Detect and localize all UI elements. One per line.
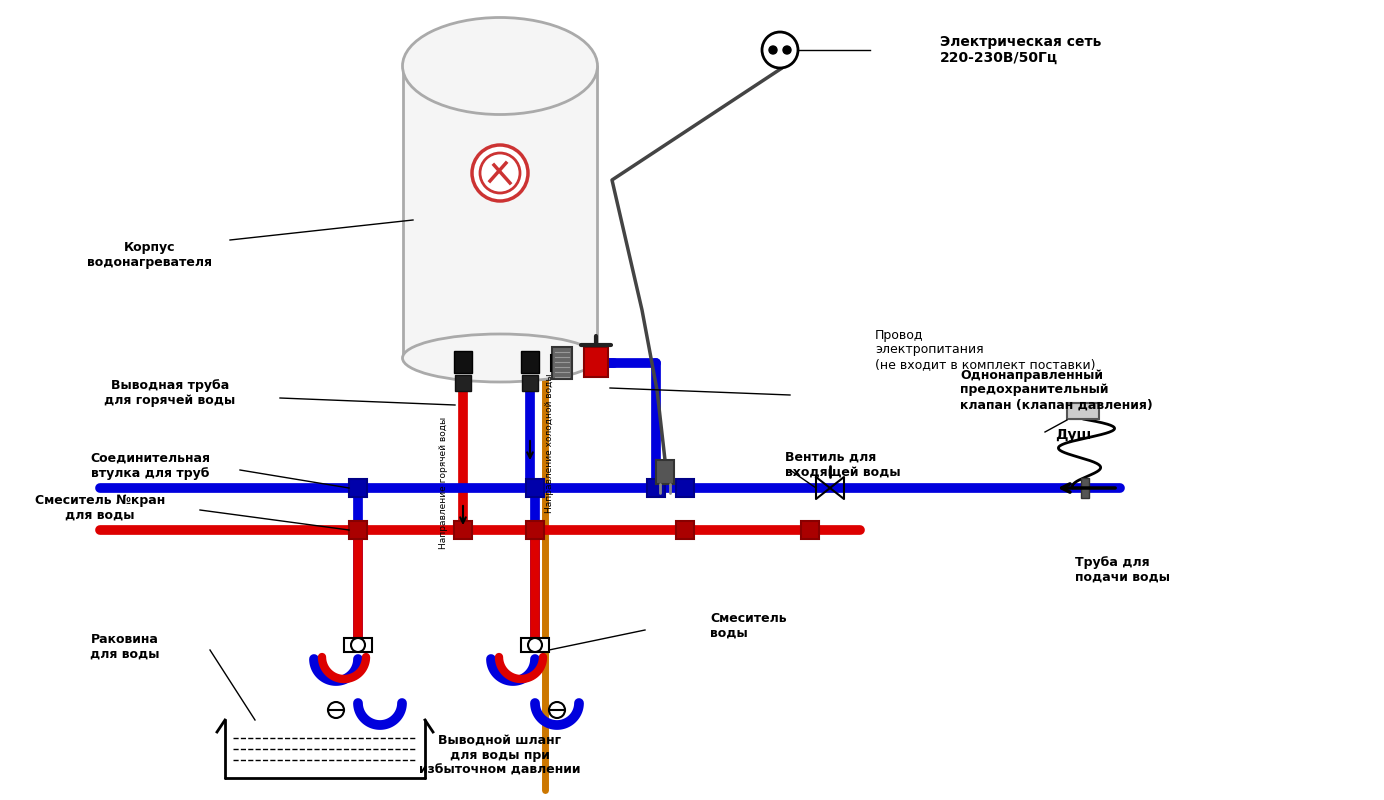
Bar	[520, 638, 549, 652]
Text: Направление холодной воды: Направление холодной воды	[545, 374, 555, 513]
Bar	[455, 375, 471, 391]
Bar	[349, 479, 367, 497]
Bar	[349, 521, 367, 539]
Circle shape	[770, 46, 776, 54]
Text: Выводной шланг
для воды при
избыточном давлении: Выводной шланг для воды при избыточном д…	[419, 734, 581, 777]
Bar	[526, 479, 544, 497]
Circle shape	[480, 153, 520, 193]
Bar	[522, 375, 538, 391]
Polygon shape	[817, 477, 844, 499]
Bar	[801, 521, 819, 539]
Bar	[584, 347, 608, 377]
Bar	[1067, 403, 1099, 419]
Bar	[454, 521, 472, 539]
Text: Электрическая сеть
220-230В/50Гц: Электрическая сеть 220-230В/50Гц	[940, 35, 1102, 65]
Text: Смеситель №кран
для воды: Смеситель №кран для воды	[35, 494, 165, 522]
Text: Однонаправленный
предохранительный
клапан (клапан давления): Однонаправленный предохранительный клапа…	[960, 369, 1153, 411]
Bar	[1081, 478, 1089, 498]
Bar	[675, 521, 693, 539]
Bar	[656, 460, 674, 484]
Bar	[520, 351, 538, 373]
Bar	[403, 66, 598, 358]
Text: Выводная труба
для горячей воды: Выводная труба для горячей воды	[104, 379, 235, 407]
Circle shape	[328, 702, 345, 718]
Ellipse shape	[403, 18, 598, 114]
Bar	[526, 521, 544, 539]
Text: Вентиль для
входящей воды: Вентиль для входящей воды	[785, 451, 901, 479]
Bar	[552, 347, 572, 379]
Text: Душ: Душ	[1055, 428, 1091, 442]
Circle shape	[472, 145, 529, 201]
Bar	[675, 479, 693, 497]
Ellipse shape	[403, 334, 598, 382]
Text: Труба для
подачи воды: Труба для подачи воды	[1075, 556, 1169, 584]
Bar	[345, 638, 372, 652]
Bar	[454, 351, 472, 373]
Text: Провод
электропитания
(не входит в комплект поставки): Провод электропитания (не входит в компл…	[875, 329, 1096, 371]
Circle shape	[352, 638, 365, 652]
Circle shape	[549, 702, 565, 718]
Text: Направление горячей воды: Направление горячей воды	[439, 417, 447, 549]
Circle shape	[763, 32, 799, 68]
Text: Соединительная
втулка для труб: Соединительная втулка для труб	[90, 452, 210, 480]
Bar	[646, 479, 664, 497]
Text: Раковина
для воды: Раковина для воды	[90, 633, 159, 661]
Circle shape	[783, 46, 792, 54]
Circle shape	[529, 638, 543, 652]
Text: Корпус
водонагревателя: Корпус водонагревателя	[87, 241, 213, 269]
Text: Смеситель
воды: Смеситель воды	[710, 612, 786, 640]
